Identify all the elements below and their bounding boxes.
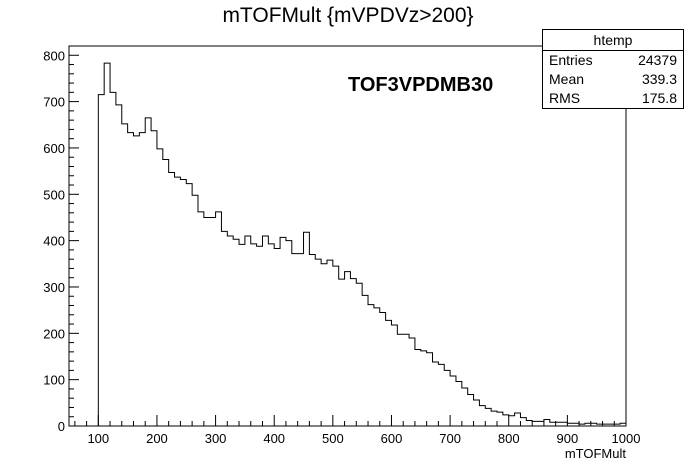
stats-row-rms: RMS 175.8 <box>543 89 683 108</box>
y-tick-label: 100 <box>43 373 65 388</box>
x-tick-label: 200 <box>146 431 168 446</box>
chart-title: mTOFMult {mVPDVz>200} <box>222 4 474 27</box>
stats-value: 175.8 <box>641 90 677 106</box>
stats-name: htemp <box>543 30 683 51</box>
stats-box: htemp Entries 24379 Mean 339.3 RMS 175.8 <box>542 29 684 109</box>
stats-value: 339.3 <box>641 71 677 87</box>
stats-label: Entries <box>549 52 593 68</box>
histogram-line <box>69 62 626 427</box>
y-tick-label: 600 <box>43 141 65 156</box>
x-tick-label: 500 <box>322 431 344 446</box>
x-tick-label: 300 <box>205 431 227 446</box>
stats-label: RMS <box>549 90 581 106</box>
stats-row-entries: Entries 24379 <box>543 51 683 70</box>
plot-frame <box>68 45 627 427</box>
y-tick-label: 0 <box>58 419 65 434</box>
trigger-label: TOF3VPDMB30 <box>348 74 494 96</box>
y-tick-label: 400 <box>43 234 65 249</box>
x-tick-label: 1000 <box>612 431 641 446</box>
y-tick-label: 700 <box>43 95 65 110</box>
stats-row-mean: Mean 339.3 <box>543 70 683 89</box>
x-tick-label: 800 <box>498 431 520 446</box>
y-tick-label: 200 <box>43 326 65 341</box>
y-tick-label: 300 <box>43 280 65 295</box>
x-tick-label: 100 <box>87 431 109 446</box>
x-axis-label: mTOFMult <box>565 446 627 461</box>
y-axis: 0 100 200 300 400 500 600 700 800 <box>43 45 79 434</box>
stats-value: 24379 <box>638 52 677 68</box>
y-tick-label: 500 <box>43 187 65 202</box>
x-tick-label: 600 <box>381 431 403 446</box>
y-tick-label: 800 <box>43 48 65 63</box>
x-tick-label: 900 <box>557 431 579 446</box>
x-tick-label: 700 <box>439 431 461 446</box>
stats-label: Mean <box>549 71 585 87</box>
x-tick-label: 400 <box>263 431 285 446</box>
